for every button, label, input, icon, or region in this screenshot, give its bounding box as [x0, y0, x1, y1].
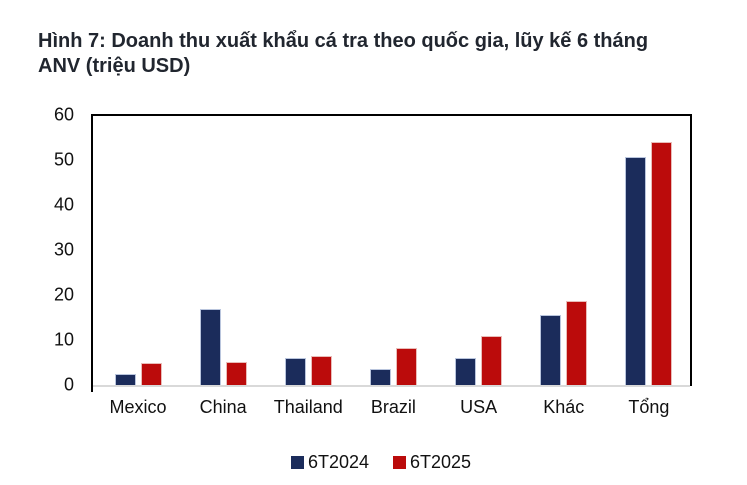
- x-axis-label-china: China: [199, 397, 247, 417]
- bar-mexico-6t2024: [114, 374, 136, 385]
- bar-khac-6t2025: [566, 301, 588, 385]
- x-axis-label-tong: Tổng: [628, 397, 670, 417]
- legend-label-6t2025: 6T2025: [410, 452, 472, 472]
- x-axis-label-khac: Khác: [543, 397, 585, 417]
- legend-item-6t2024: 6T2024: [290, 452, 369, 473]
- bar-tong-6t2025: [651, 141, 673, 385]
- bar-usa-6t2025: [481, 335, 503, 385]
- legend-marker-6t2025: [393, 456, 406, 469]
- y-tick-label-20: 20: [53, 284, 74, 305]
- bar-china-6t2025: [225, 361, 247, 385]
- plot-border-right: [690, 114, 692, 386]
- bar-brazil-6t2025: [395, 348, 417, 385]
- y-tick-label-10: 10: [53, 329, 74, 350]
- x-axis-label-mexico: Mexico: [109, 397, 167, 417]
- chart-title-line1: Hình 7: Doanh thu xuất khẩu cá tra theo …: [38, 30, 649, 52]
- y-axis-line: [91, 114, 93, 392]
- bar-thailand-6t2025: [310, 355, 332, 385]
- bar-tong-6t2024: [625, 157, 647, 385]
- y-tick-label-0: 0: [63, 374, 74, 395]
- y-tick-label-60: 60: [53, 104, 74, 125]
- x-axis-line: [93, 385, 690, 387]
- bar-mexico-6t2025: [140, 362, 162, 385]
- bar-brazil-6t2024: [369, 368, 391, 385]
- y-tick-label-40: 40: [53, 194, 74, 215]
- chart-title-line2: ANV (triệu USD): [38, 55, 191, 77]
- legend-marker-6t2024: [290, 456, 304, 469]
- bar-khac-6t2024: [540, 314, 562, 385]
- legend-item-6t2025: 6T2025: [393, 452, 471, 473]
- legend: 6T2024 6T2025: [80, 452, 682, 473]
- legend-label-6t2024: 6T2024: [307, 452, 369, 472]
- chart-title: Hình 7: Doanh thu xuất khẩu cá tra theo …: [38, 29, 703, 79]
- bar-usa-6t2024: [455, 357, 477, 385]
- y-tick-label-30: 30: [53, 239, 74, 260]
- y-tick-label-50: 50: [53, 149, 74, 170]
- x-axis-label-thailand: Thailand: [273, 397, 343, 417]
- bar-china-6t2024: [199, 308, 221, 385]
- x-axis-label-usa: USA: [460, 397, 498, 417]
- bar-thailand-6t2024: [284, 358, 306, 385]
- x-axis-label-brazil: Brazil: [370, 397, 416, 417]
- plot-border-top: [91, 114, 692, 116]
